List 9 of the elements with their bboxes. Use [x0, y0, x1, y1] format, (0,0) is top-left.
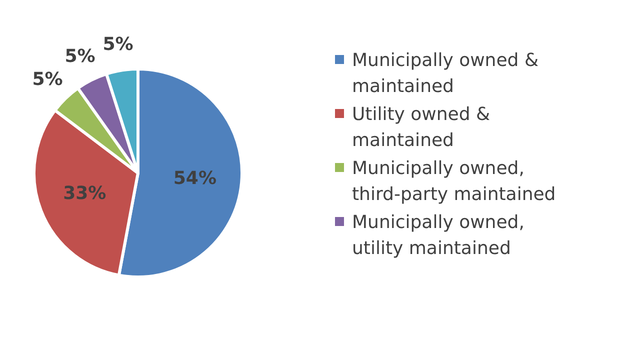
data-label: 5% [102, 34, 134, 56]
legend-label: Municipally owned, third-party maintained [352, 158, 556, 204]
data-label: 5% [32, 69, 63, 90]
legend-label: Utility owned & maintained [352, 104, 490, 150]
legend-label: Municipally owned, utility maintained [352, 212, 524, 258]
legend-label: Municipally owned & maintained [352, 50, 538, 96]
data-label: 33% [63, 183, 106, 204]
data-label: 54% [173, 168, 217, 189]
data-label: 5% [64, 46, 96, 68]
